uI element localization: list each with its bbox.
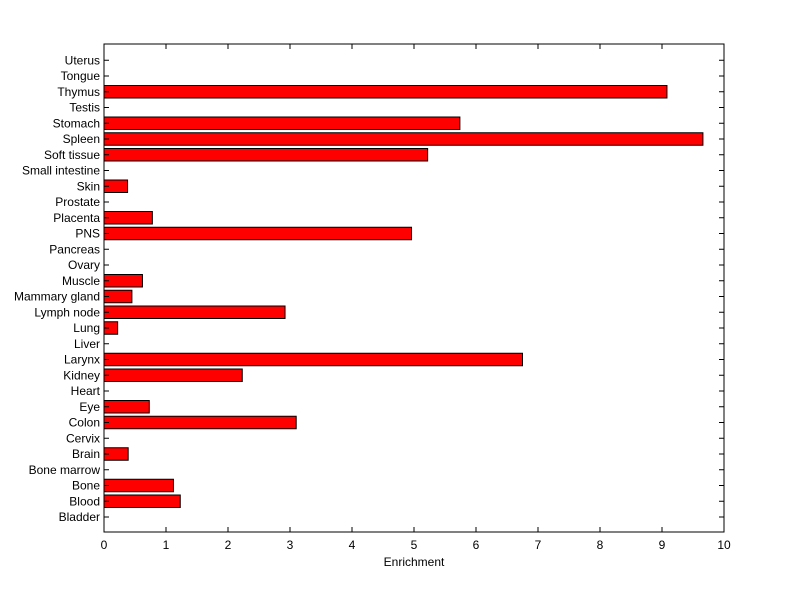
y-tick-label-colon: Colon (69, 416, 100, 430)
bar-soft-tissue (103, 148, 429, 162)
y-tick-label-liver: Liver (74, 337, 100, 351)
y-tick-label-stomach: Stomach (53, 116, 100, 130)
plot-frame (103, 43, 725, 533)
y-tick-label-mammary-gland: Mammary gland (14, 290, 100, 304)
bar-thymus (103, 85, 668, 99)
y-tick-label-lung: Lung (73, 321, 100, 335)
bar-pns (103, 226, 413, 241)
y-tick-label-testis: Testis (69, 101, 100, 115)
bar-colon (103, 415, 297, 430)
bar-spleen (103, 132, 704, 146)
y-tick-label-placenta: Placenta (53, 211, 100, 225)
x-tick-label-7: 7 (535, 538, 542, 552)
x-tick-label-9: 9 (659, 538, 666, 552)
bar-muscle (103, 274, 143, 288)
bar-larynx (103, 352, 523, 367)
y-tick-label-spleen: Spleen (63, 132, 100, 146)
y-tick-label-prostate: Prostate (55, 195, 100, 209)
y-tick-label-eye: Eye (79, 400, 100, 414)
y-tick-label-soft-tissue: Soft tissue (44, 148, 100, 162)
y-tick-label-pancreas: Pancreas (49, 242, 100, 256)
y-tick-label-brain: Brain (72, 447, 100, 461)
y-tick-label-bladder: Bladder (59, 510, 100, 524)
y-tick-label-bone: Bone (72, 479, 100, 493)
y-tick-label-kidney: Kidney (63, 368, 100, 382)
y-tick-label-larynx: Larynx (64, 353, 100, 367)
x-tick-label-4: 4 (349, 538, 356, 552)
y-tick-label-cervix: Cervix (66, 431, 100, 445)
y-tick-label-pns: PNS (75, 227, 100, 241)
y-tick-label-bone-marrow: Bone marrow (29, 463, 101, 477)
y-tick-label-muscle: Muscle (62, 274, 100, 288)
y-tick-label-tongue: Tongue (61, 69, 101, 83)
x-tick-label-0: 0 (101, 538, 108, 552)
y-tick-label-lymph-node: Lymph node (34, 305, 100, 319)
x-tick-labels: 0 1 2 3 4 5 6 7 8 9 10 (101, 538, 731, 552)
x-axis-label: Enrichment (384, 555, 445, 569)
x-tick-label-1: 1 (163, 538, 170, 552)
x-tick-label-8: 8 (597, 538, 604, 552)
y-tick-label-thymus: Thymus (57, 85, 100, 99)
y-tick-label-small-intestine: Small intestine (22, 164, 100, 178)
y-tick-label-uterus: Uterus (65, 53, 100, 67)
bar-placenta (103, 211, 153, 225)
bar-blood (103, 494, 181, 508)
x-tick-label-10: 10 (717, 538, 731, 552)
bar-kidney (103, 368, 243, 382)
x-tick-label-2: 2 (225, 538, 232, 552)
y-tick-label-blood: Blood (69, 494, 100, 508)
y-tick-label-heart: Heart (71, 384, 101, 398)
y-tick-label-ovary: Ovary (68, 258, 100, 272)
y-tick-label-skin: Skin (77, 179, 100, 193)
bar-eye (103, 400, 150, 414)
x-tick-label-3: 3 (287, 538, 294, 552)
bar-stomach (103, 116, 461, 130)
bar-lymph-node (103, 305, 286, 319)
bar-bone (103, 478, 174, 493)
x-tick-label-5: 5 (411, 538, 418, 552)
x-tick-label-6: 6 (473, 538, 480, 552)
